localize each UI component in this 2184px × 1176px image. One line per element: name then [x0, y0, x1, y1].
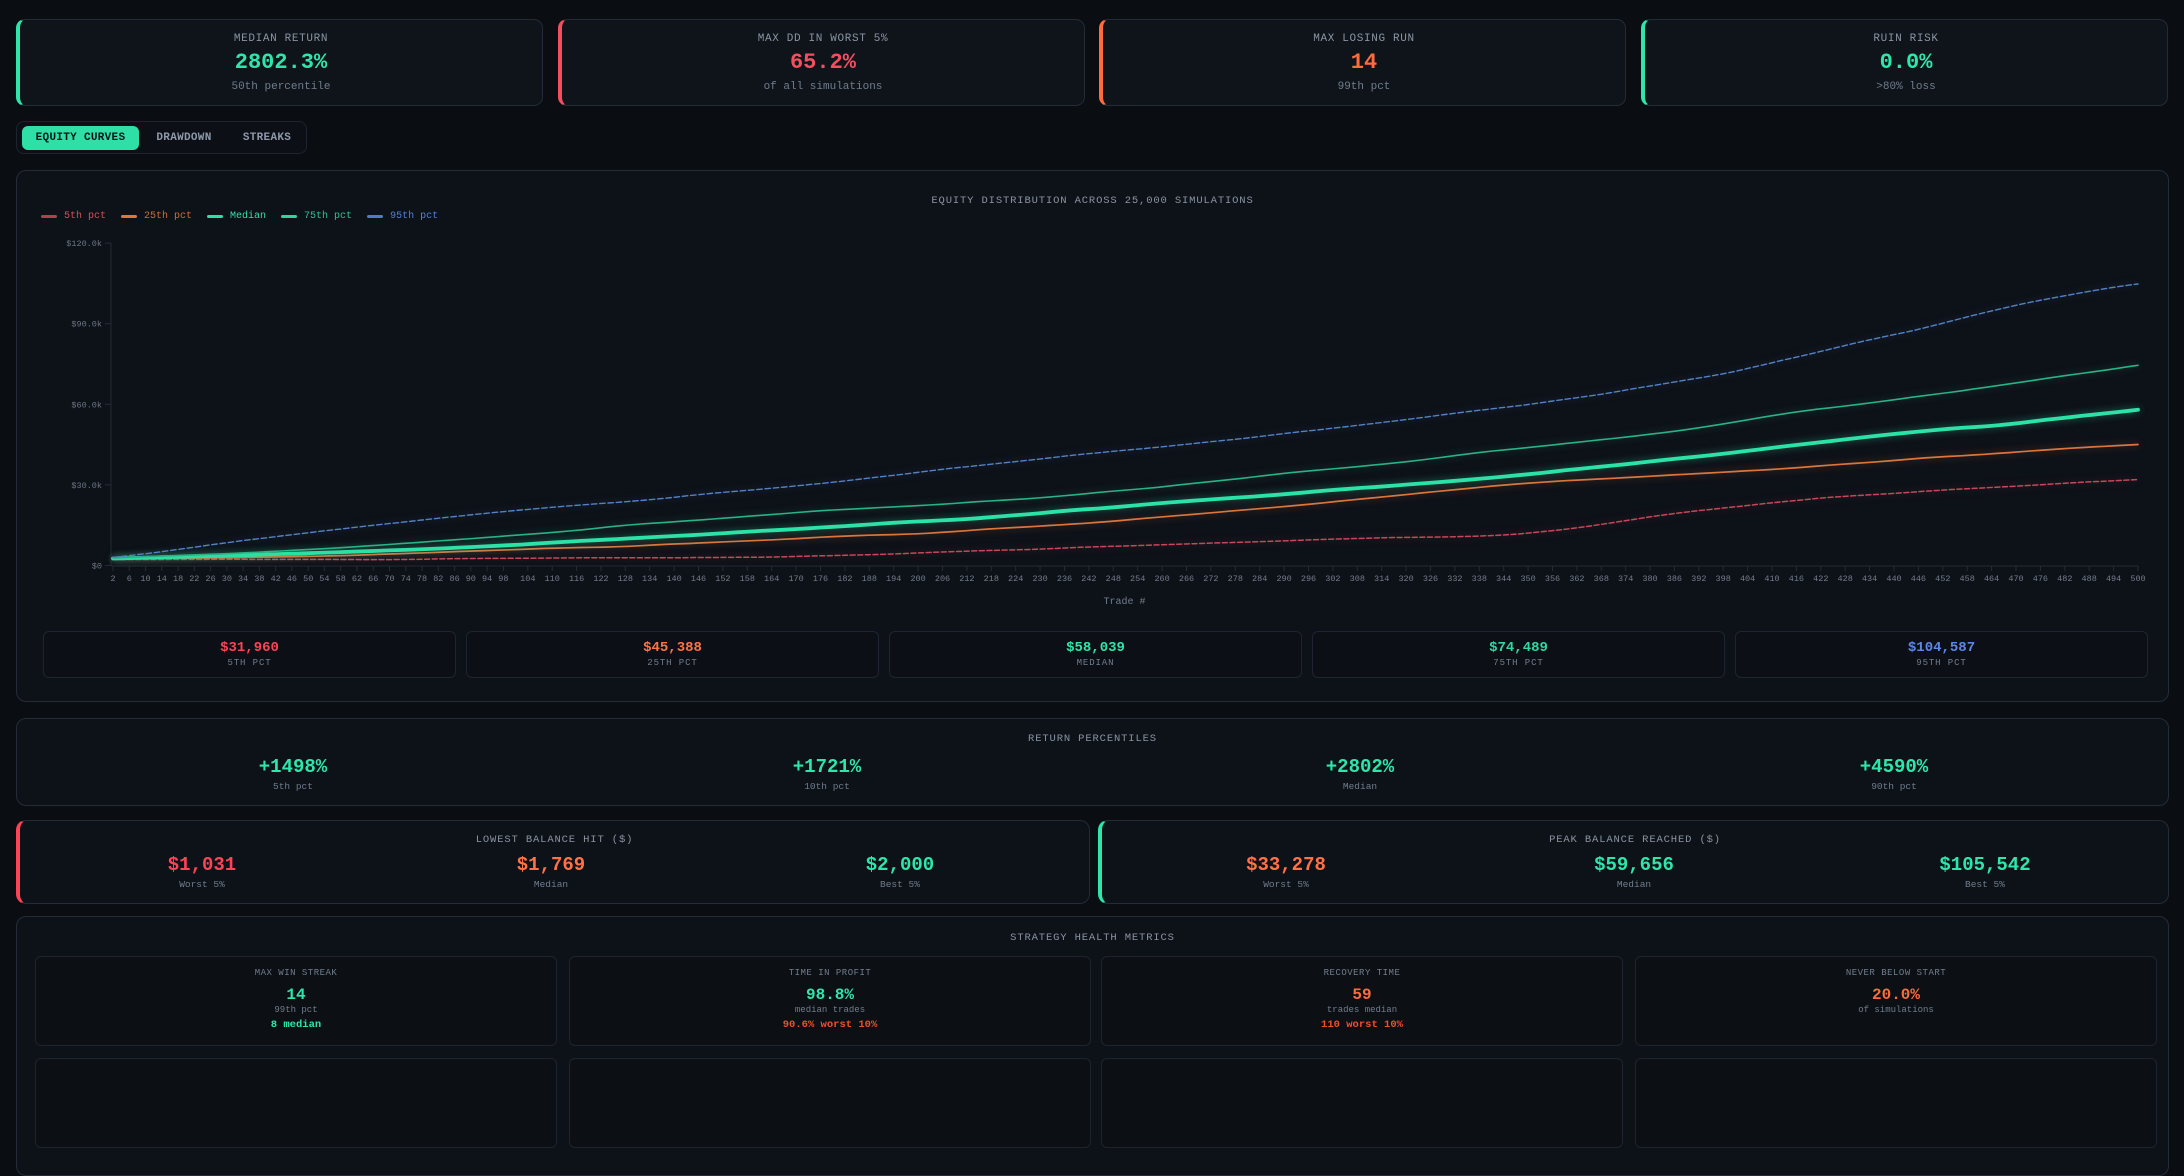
svg-text:14: 14 — [157, 574, 167, 584]
svg-text:356: 356 — [1545, 574, 1560, 584]
svg-text:392: 392 — [1691, 574, 1706, 584]
svg-text:374: 374 — [1618, 574, 1633, 584]
svg-text:260: 260 — [1154, 574, 1169, 584]
svg-text:476: 476 — [2033, 574, 2048, 584]
svg-text:22: 22 — [189, 574, 199, 584]
svg-text:128: 128 — [618, 574, 633, 584]
svg-text:494: 494 — [2106, 574, 2121, 584]
svg-text:$90.0k: $90.0k — [71, 320, 102, 330]
svg-text:38: 38 — [254, 574, 264, 584]
svg-text:182: 182 — [837, 574, 852, 584]
svg-text:212: 212 — [959, 574, 974, 584]
svg-text:50: 50 — [303, 574, 313, 584]
svg-text:242: 242 — [1081, 574, 1096, 584]
svg-text:46: 46 — [287, 574, 297, 584]
svg-text:122: 122 — [593, 574, 608, 584]
svg-text:488: 488 — [2082, 574, 2097, 584]
svg-text:158: 158 — [740, 574, 755, 584]
svg-text:446: 446 — [1911, 574, 1926, 584]
svg-text:62: 62 — [352, 574, 362, 584]
svg-text:42: 42 — [271, 574, 281, 584]
svg-text:$0: $0 — [92, 562, 102, 572]
svg-text:224: 224 — [1008, 574, 1023, 584]
svg-text:152: 152 — [715, 574, 730, 584]
svg-text:58: 58 — [336, 574, 346, 584]
svg-text:66: 66 — [368, 574, 378, 584]
svg-text:452: 452 — [1935, 574, 1950, 584]
svg-text:10: 10 — [140, 574, 150, 584]
svg-text:464: 464 — [1984, 574, 1999, 584]
svg-text:284: 284 — [1252, 574, 1267, 584]
svg-text:248: 248 — [1106, 574, 1121, 584]
svg-text:218: 218 — [984, 574, 999, 584]
svg-text:428: 428 — [1838, 574, 1853, 584]
svg-text:410: 410 — [1764, 574, 1779, 584]
svg-text:344: 344 — [1496, 574, 1511, 584]
svg-text:110: 110 — [545, 574, 560, 584]
svg-text:206: 206 — [935, 574, 950, 584]
svg-text:86: 86 — [449, 574, 459, 584]
svg-text:236: 236 — [1057, 574, 1072, 584]
svg-text:$120.0k: $120.0k — [66, 239, 102, 249]
svg-text:302: 302 — [1325, 574, 1340, 584]
svg-text:$30.0k: $30.0k — [71, 481, 102, 491]
svg-text:338: 338 — [1472, 574, 1487, 584]
svg-text:500: 500 — [2130, 574, 2145, 584]
svg-text:170: 170 — [788, 574, 803, 584]
svg-text:422: 422 — [1813, 574, 1828, 584]
svg-text:82: 82 — [433, 574, 443, 584]
svg-text:194: 194 — [886, 574, 901, 584]
svg-text:176: 176 — [813, 574, 828, 584]
svg-text:398: 398 — [1716, 574, 1731, 584]
svg-text:440: 440 — [1886, 574, 1901, 584]
svg-text:18: 18 — [173, 574, 183, 584]
svg-text:470: 470 — [2008, 574, 2023, 584]
svg-text:140: 140 — [666, 574, 681, 584]
svg-text:94: 94 — [482, 574, 492, 584]
svg-text:308: 308 — [1350, 574, 1365, 584]
svg-text:434: 434 — [1862, 574, 1877, 584]
svg-text:416: 416 — [1789, 574, 1804, 584]
svg-text:314: 314 — [1374, 574, 1389, 584]
svg-text:230: 230 — [1032, 574, 1047, 584]
svg-text:320: 320 — [1398, 574, 1413, 584]
svg-text:266: 266 — [1179, 574, 1194, 584]
svg-text:134: 134 — [642, 574, 657, 584]
svg-text:90: 90 — [466, 574, 476, 584]
svg-text:332: 332 — [1447, 574, 1462, 584]
svg-text:296: 296 — [1301, 574, 1316, 584]
svg-text:350: 350 — [1520, 574, 1535, 584]
svg-text:326: 326 — [1423, 574, 1438, 584]
svg-text:26: 26 — [205, 574, 215, 584]
svg-text:$60.0k: $60.0k — [71, 400, 102, 410]
svg-text:54: 54 — [319, 574, 329, 584]
svg-text:368: 368 — [1594, 574, 1609, 584]
svg-text:6: 6 — [127, 574, 132, 584]
svg-text:458: 458 — [1960, 574, 1975, 584]
svg-text:254: 254 — [1130, 574, 1145, 584]
svg-text:70: 70 — [384, 574, 394, 584]
svg-text:2: 2 — [110, 574, 115, 584]
svg-text:116: 116 — [569, 574, 584, 584]
svg-text:74: 74 — [401, 574, 411, 584]
svg-text:188: 188 — [862, 574, 877, 584]
svg-text:380: 380 — [1642, 574, 1657, 584]
svg-text:98: 98 — [498, 574, 508, 584]
svg-text:164: 164 — [764, 574, 779, 584]
svg-text:104: 104 — [520, 574, 535, 584]
svg-text:200: 200 — [910, 574, 925, 584]
svg-text:146: 146 — [691, 574, 706, 584]
svg-text:34: 34 — [238, 574, 248, 584]
svg-text:404: 404 — [1740, 574, 1755, 584]
svg-text:290: 290 — [1276, 574, 1291, 584]
svg-text:272: 272 — [1203, 574, 1218, 584]
svg-text:362: 362 — [1569, 574, 1584, 584]
svg-text:386: 386 — [1667, 574, 1682, 584]
svg-text:482: 482 — [2057, 574, 2072, 584]
svg-text:78: 78 — [417, 574, 427, 584]
svg-text:30: 30 — [222, 574, 232, 584]
svg-text:278: 278 — [1228, 574, 1243, 584]
